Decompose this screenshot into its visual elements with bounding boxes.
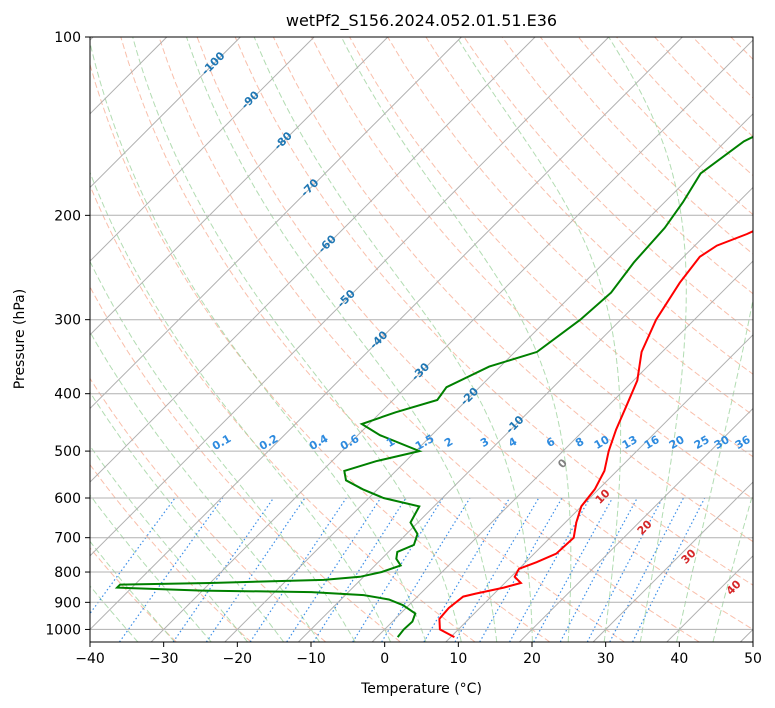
- dry-adiabat-line: [387, 37, 753, 416]
- isotherm-line: [90, 37, 462, 410]
- dry-adiabat-line: [349, 37, 753, 458]
- moist-adiabat-line: [90, 445, 248, 642]
- x-tick-label: 30: [597, 651, 615, 667]
- dry-adiabat-line: [90, 463, 252, 642]
- isotherm-line: [90, 37, 241, 189]
- y-tick-label: 500: [54, 444, 81, 460]
- y-tick-label: 600: [54, 491, 81, 507]
- mixing-ratio-line: [90, 497, 176, 615]
- mixing-ratio-line: [352, 497, 444, 642]
- plot-frame: [89, 36, 754, 643]
- dry-adiabat-line: [425, 37, 753, 375]
- isotherm-line: [90, 37, 389, 336]
- x-tick-label: −20: [223, 651, 253, 667]
- x-tick-label: 40: [670, 651, 688, 667]
- mixing-ratio-line: [249, 497, 347, 642]
- isotherm-line: [371, 260, 753, 642]
- moist-adiabat-line: [90, 171, 391, 642]
- y-axis-title: Pressure (hPa): [12, 289, 28, 389]
- y-tick-label: 900: [54, 595, 81, 611]
- axes: −40 −30 −20 −10 0 10 20 30 40 50 100 200 300 400 500 60…: [45, 30, 762, 667]
- moist-adiabat-line: [253, 37, 533, 642]
- isotherm-line: [298, 186, 753, 642]
- isotherm-line: [224, 113, 753, 642]
- dry-adiabat-line: [90, 184, 476, 642]
- moist-adiabat-line: [456, 37, 622, 642]
- x-tick-label: −30: [149, 651, 179, 667]
- isotherm-line: [90, 37, 536, 483]
- dry-adiabat-line: [234, 37, 753, 586]
- temperature-profile-line: [438, 230, 753, 638]
- moist-adiabat-line: [608, 37, 687, 642]
- x-axis-title: Temperature (°C): [360, 681, 482, 697]
- mixing-ratio-line: [533, 497, 614, 642]
- x-tick-label: 20: [523, 651, 541, 667]
- dry-adiabat-line: [158, 37, 700, 642]
- isotherm-line: [519, 407, 753, 642]
- dry-adiabat-line: [120, 37, 625, 642]
- dry-adiabat-line: [90, 377, 327, 642]
- isotherm-line: [90, 37, 610, 557]
- profile-lines: [114, 135, 753, 638]
- moist-adiabat-line: [90, 540, 176, 642]
- moist-adiabat-line: [90, 391, 285, 642]
- dewpoint-profile-line: [114, 135, 753, 638]
- mixing-ratio-line: [586, 497, 664, 642]
- x-tick-label: −40: [75, 651, 105, 667]
- isotherm-line: [150, 39, 753, 642]
- chart-title: wetPf2_S156.2024.052.01.51.E36: [286, 11, 557, 31]
- y-tick-label: 400: [54, 387, 81, 403]
- moist-adiabat-line: [90, 260, 356, 642]
- mixing-ratio-line: [423, 497, 511, 642]
- background-lines: [90, 37, 753, 642]
- moist-adiabat-line: [340, 37, 572, 642]
- y-tick-label: 1000: [45, 622, 81, 638]
- moist-adiabat-line: [186, 37, 498, 642]
- x-tick-label: 10: [449, 651, 467, 667]
- y-tick-label: 300: [54, 313, 81, 329]
- mixing-ratio-line: [381, 497, 471, 642]
- isotherm-line: [90, 37, 315, 262]
- dry-adiabat-line: [501, 37, 753, 295]
- dry-adiabat-line: [90, 547, 177, 642]
- dry-adiabat-line: [196, 37, 753, 630]
- moist-adiabat-line: [90, 40, 427, 642]
- y-tick-label: 700: [54, 531, 81, 547]
- y-tick-label: 800: [54, 565, 81, 581]
- mixing-ratio-line: [632, 497, 706, 642]
- y-tick-label: 200: [54, 208, 81, 224]
- isotherm-line: [592, 481, 753, 642]
- moist-adiabat-line: [90, 585, 139, 642]
- y-tick-label: 100: [54, 30, 81, 46]
- moist-adiabat-line: [132, 37, 462, 642]
- moist-adiabat-line: [676, 296, 753, 642]
- x-tick-label: −10: [296, 651, 326, 667]
- x-tick-label: 50: [744, 651, 762, 667]
- moist-adiabat-line: [90, 494, 212, 642]
- mixing-ratio-line: [119, 497, 224, 642]
- dry-adiabat-line: [272, 37, 753, 543]
- x-tick-label: 0: [380, 651, 389, 667]
- isotherm-line: [90, 37, 683, 631]
- mixing-ratio-line: [609, 497, 684, 642]
- isotherm-line: [445, 334, 753, 642]
- mixing-ratio-line: [559, 497, 638, 642]
